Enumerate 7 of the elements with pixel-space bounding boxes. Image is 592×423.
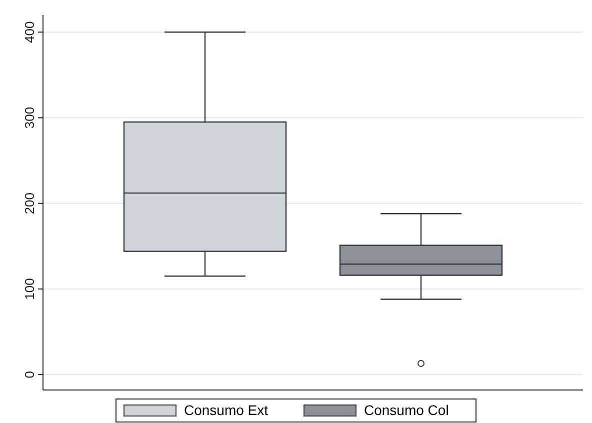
y-tick-label: 400: [22, 21, 37, 43]
legend-label: Consumo Col: [364, 402, 449, 418]
y-tick-label: 0: [22, 370, 37, 378]
y-tick-label: 200: [22, 192, 37, 214]
y-tick-label: 300: [22, 106, 37, 129]
y-tick-label: 100: [22, 278, 37, 300]
legend-label: Consumo Ext: [184, 402, 268, 418]
